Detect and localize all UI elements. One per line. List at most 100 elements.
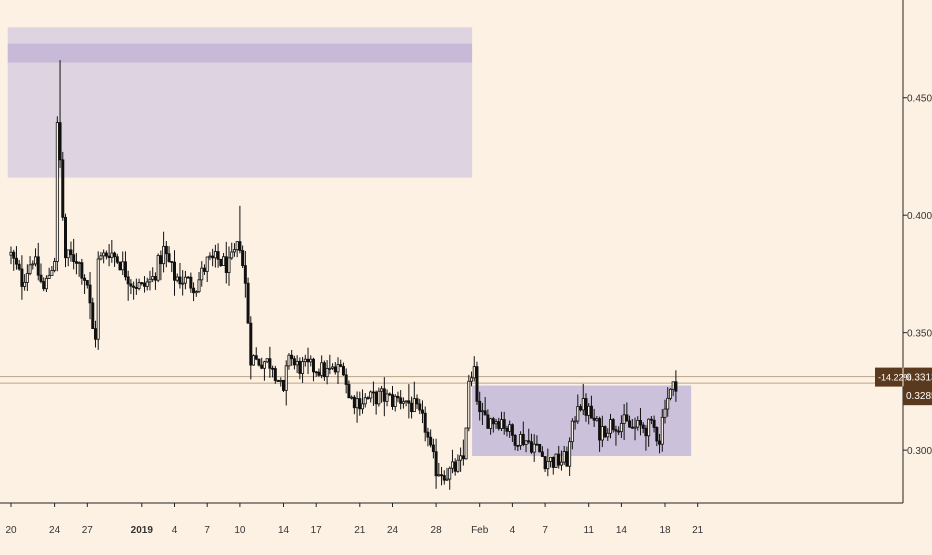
- candles: [9, 60, 678, 490]
- candle-body: [668, 388, 672, 399]
- candle: [99, 252, 103, 261]
- candle: [113, 251, 117, 267]
- candle-body: [336, 364, 340, 373]
- candle: [538, 443, 542, 453]
- candle: [39, 263, 43, 284]
- candle: [609, 413, 613, 439]
- candle: [80, 258, 84, 285]
- candle: [352, 395, 356, 415]
- candle-body: [641, 424, 645, 429]
- secondary-price-label: 0.32855: [906, 391, 932, 402]
- candle: [529, 433, 533, 454]
- candle: [9, 246, 13, 265]
- candle-body: [497, 421, 501, 429]
- candle-body: [178, 276, 182, 285]
- candle-body: [333, 366, 337, 373]
- candle: [140, 281, 144, 286]
- x-tick-label: 21: [354, 525, 366, 536]
- candle: [445, 467, 449, 481]
- candle-body: [153, 276, 157, 281]
- candle: [301, 356, 305, 383]
- candle-body: [249, 322, 253, 366]
- candle: [167, 246, 171, 263]
- candle-body: [257, 358, 261, 366]
- candle: [69, 241, 73, 262]
- candle-body: [467, 380, 471, 429]
- candle-body: [110, 252, 114, 259]
- candle-body: [494, 421, 498, 425]
- candle-body: [363, 397, 367, 405]
- candle: [55, 116, 59, 272]
- candle: [652, 415, 656, 433]
- candle-body: [320, 362, 324, 376]
- candle-body: [371, 391, 375, 394]
- candle: [557, 445, 561, 469]
- candle-body: [213, 251, 217, 259]
- candle: [115, 253, 119, 265]
- candle: [344, 368, 348, 394]
- candle: [230, 242, 234, 260]
- candle: [194, 290, 198, 297]
- candle: [625, 402, 629, 422]
- candle: [483, 397, 487, 416]
- candle: [91, 297, 95, 330]
- candle-body: [649, 418, 653, 421]
- candle: [246, 277, 250, 324]
- candle: [42, 277, 46, 292]
- candle: [121, 251, 125, 275]
- candle: [521, 421, 525, 447]
- candle-body: [592, 417, 596, 421]
- candle: [156, 253, 160, 283]
- candle-body: [644, 427, 648, 437]
- candle: [143, 276, 147, 293]
- candle-body: [557, 453, 561, 466]
- y-tick-label: 0.35000: [907, 329, 932, 340]
- candle-body: [104, 252, 108, 257]
- candle-body: [390, 394, 394, 407]
- candle: [17, 259, 21, 271]
- candle: [281, 379, 285, 393]
- candle: [249, 316, 253, 380]
- candle: [377, 387, 381, 407]
- candle: [162, 231, 166, 273]
- x-tick-label: 14: [616, 525, 628, 536]
- candle-body: [205, 256, 209, 272]
- candle-body: [238, 241, 242, 251]
- candle: [284, 360, 288, 406]
- candle-body: [491, 418, 495, 425]
- candle-body: [352, 396, 356, 409]
- candle-body: [450, 461, 454, 469]
- candle: [189, 272, 193, 293]
- candle-body: [279, 379, 283, 382]
- candle-body: [200, 267, 204, 281]
- candle: [600, 415, 604, 448]
- candle: [418, 398, 422, 415]
- candle-body: [55, 122, 59, 262]
- candle-body: [281, 379, 285, 391]
- x-tick-label: 20: [5, 525, 17, 536]
- candle: [232, 243, 236, 257]
- candle: [28, 256, 32, 276]
- candle: [306, 347, 310, 374]
- candle-body: [88, 284, 92, 304]
- candle: [666, 387, 670, 417]
- candle: [366, 396, 370, 400]
- x-tick-label: 21: [692, 525, 704, 536]
- candle-body: [540, 451, 544, 457]
- candle-body: [674, 381, 678, 392]
- candle: [219, 258, 223, 267]
- candle-body: [331, 366, 335, 369]
- candle: [53, 257, 57, 273]
- candle: [570, 418, 574, 450]
- candle-body: [17, 263, 21, 270]
- candle-body: [31, 263, 35, 266]
- candle: [268, 346, 272, 378]
- candle: [172, 250, 176, 296]
- candle: [309, 355, 313, 367]
- candle-body: [183, 276, 187, 284]
- candle-body: [96, 258, 100, 340]
- candle-body: [129, 283, 133, 287]
- candle-body: [224, 256, 228, 274]
